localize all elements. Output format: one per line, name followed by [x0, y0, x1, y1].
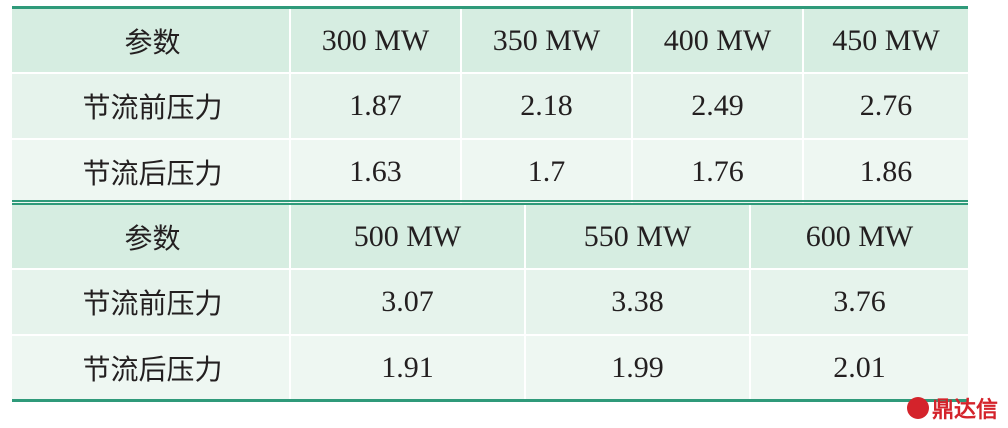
- table-cell: 节流后压力: [12, 140, 289, 203]
- header-row: 参数 300 MW 350 MW 400 MW 450 MW: [12, 9, 968, 72]
- table-cell: 节流前压力: [12, 270, 289, 334]
- table-cell: 3.38: [526, 270, 749, 334]
- table-row: 节流前压力 1.87 2.18 2.49 2.76: [12, 72, 968, 140]
- watermark-text: 鼎达信: [931, 398, 998, 423]
- table-row: 节流后压力 1.63 1.7 1.76 1.86: [12, 140, 968, 203]
- header-cell: 600 MW: [751, 205, 968, 268]
- table: 参数 300 MW 350 MW 400 MW 450 MW 节流前压力 1.87 2.18 2…: [12, 6, 968, 203]
- header-cell: 参数: [12, 9, 289, 72]
- table-cell: 2.76: [804, 74, 968, 138]
- table-cell: 节流前压力: [12, 74, 289, 138]
- table-cell: 1.7: [462, 140, 631, 203]
- header-cell: 550 MW: [526, 205, 749, 268]
- header-cell: 300 MW: [291, 9, 460, 72]
- table-cell: 1.99: [526, 336, 749, 399]
- table-cell: 2.18: [462, 74, 631, 138]
- header-cell: 350 MW: [462, 9, 631, 72]
- table-cell: 3.07: [291, 270, 524, 334]
- watermark: 鼎达信: [906, 392, 998, 424]
- header-cell: 参数: [12, 205, 289, 268]
- header-row: 参数 500 MW 550 MW 600 MW: [12, 205, 968, 268]
- table-cell: 节流后压力: [12, 336, 289, 399]
- header-cell: 400 MW: [633, 9, 802, 72]
- table-cell: 2.49: [633, 74, 802, 138]
- table-cell: 3.76: [751, 270, 968, 334]
- table-cell: 1.86: [804, 140, 968, 203]
- table-cell: 1.76: [633, 140, 802, 203]
- table-cell: 1.63: [291, 140, 460, 203]
- logo: [906, 397, 929, 419]
- header-cell: 450 MW: [804, 9, 968, 72]
- table-cell: 1.87: [291, 74, 460, 138]
- table: 参数 500 MW 550 MW 600 MW 节流前压力 3.07 3.38 3.76 节流后…: [12, 200, 968, 402]
- table-row: 节流后压力 1.91 1.99 2.01: [12, 336, 968, 399]
- header-cell: 500 MW: [291, 205, 524, 268]
- table-row: 节流前压力 3.07 3.38 3.76: [12, 268, 968, 336]
- table-cell: 1.91: [291, 336, 524, 399]
- table-cell: 2.01: [751, 336, 968, 399]
